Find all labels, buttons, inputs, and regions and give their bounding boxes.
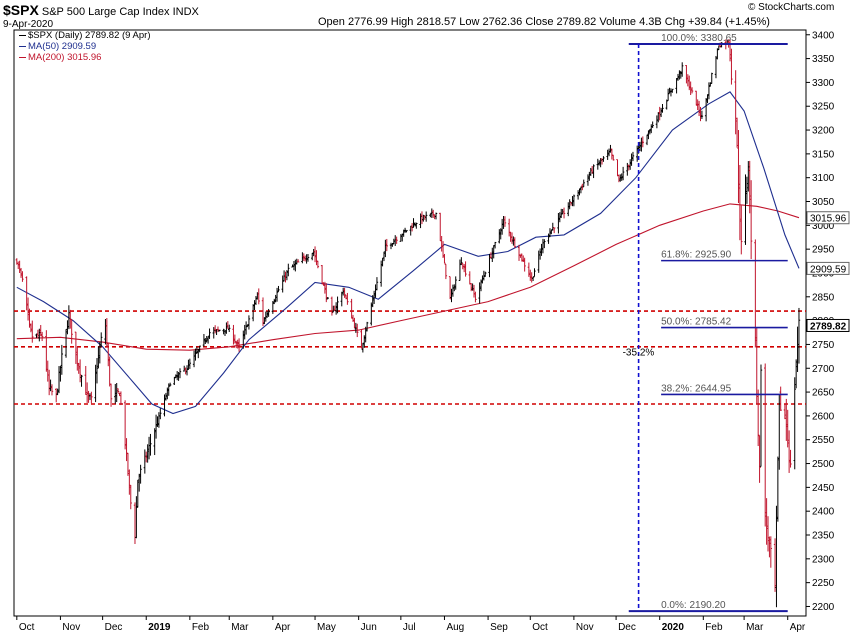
x-tick-label: Oct — [19, 622, 35, 633]
y-tick-label: 3050 — [812, 197, 835, 208]
chart-header-title: $SPX S&P 500 Large Cap Index INDX — [3, 2, 199, 18]
symbol: $SPX — [3, 2, 39, 18]
x-tick-label: Jul — [403, 622, 416, 633]
y-tick-label: 2750 — [812, 340, 835, 351]
y-tick-label: 2600 — [812, 411, 835, 422]
legend-price-label: $SPX (Daily) 2789.82 (9 Apr) — [28, 30, 151, 41]
x-tick-label: 2020 — [662, 622, 685, 633]
x-tick-label: Dec — [105, 622, 123, 633]
y-tick-label: 3100 — [812, 173, 835, 184]
x-tick-label: Oct — [532, 622, 548, 633]
price-bars — [15, 39, 801, 608]
y-tick-label: 2500 — [812, 459, 835, 470]
value-tag-label: 3015.96 — [810, 214, 847, 225]
y-tick-label: 2300 — [812, 554, 835, 565]
ma200-line — [16, 203, 800, 351]
x-tick-label: Apr — [275, 622, 291, 633]
value-tag-box — [806, 211, 850, 225]
drawdown-label: -35.2% — [623, 348, 655, 359]
legend-ma50: MA(50) 2909.59 — [19, 41, 96, 52]
y-tick-label: 3250 — [812, 102, 835, 113]
y-tick-label: 2400 — [812, 507, 835, 518]
x-tick-label: 2019 — [148, 622, 171, 633]
y-tick-label: 3300 — [812, 78, 835, 89]
x-tick-label: Dec — [618, 622, 636, 633]
legend-swatch-ma50 — [19, 45, 26, 47]
x-tick-label: May — [317, 622, 336, 633]
legend-swatch-ma200 — [19, 56, 26, 58]
legend-ma200: MA(200) 3015.96 — [19, 52, 101, 63]
plot-frame — [13, 29, 807, 617]
x-tick-label: Jun — [361, 622, 377, 633]
ma50-line — [16, 91, 800, 415]
x-tick-label: Apr — [790, 622, 806, 633]
y-tick-label: 3000 — [812, 221, 835, 232]
legend-ma200-label: MA(200) 3015.96 — [28, 52, 102, 63]
chart-date: 9-Apr-2020 — [3, 19, 54, 30]
y-tick-label: 3400 — [812, 30, 835, 41]
ohlc-summary: Open 2776.99 High 2818.57 Low 2762.36 Cl… — [318, 16, 770, 28]
y-tick-label: 2650 — [812, 388, 835, 399]
index-name: S&P 500 Large Cap Index — [41, 6, 170, 18]
y-tick-label: 2850 — [812, 292, 835, 303]
y-tick-label: 2950 — [812, 245, 835, 256]
x-tick-label: Nov — [62, 622, 80, 633]
x-tick-label: Sep — [490, 622, 508, 633]
x-tick-label: Feb — [705, 622, 723, 633]
fib-level-label: 0.0%: 2190.20 — [661, 600, 726, 611]
y-tick-label: 2250 — [812, 578, 835, 589]
value-tag-box — [806, 261, 850, 275]
y-tick-label: 3150 — [812, 149, 835, 160]
x-tick-label: Mar — [231, 622, 249, 633]
x-tick-label: Feb — [192, 622, 210, 633]
y-tick-label: 2450 — [812, 483, 835, 494]
fib-level-label: 50.0%: 2785.42 — [661, 317, 731, 328]
legend-ma50-label: MA(50) 2909.59 — [28, 41, 97, 52]
value-tag-label: 2789.82 — [810, 321, 847, 332]
exchange: INDX — [172, 6, 199, 18]
x-tick-label: Aug — [446, 622, 464, 633]
y-tick-label: 3200 — [812, 126, 835, 137]
y-tick-label: 3350 — [812, 54, 835, 65]
value-tag-label: 2909.59 — [810, 264, 847, 275]
fib-level-label: 61.8%: 2925.90 — [661, 250, 731, 261]
value-tag-box — [806, 318, 850, 332]
y-tick-label: 2200 — [812, 602, 835, 613]
y-tick-label: 2350 — [812, 531, 835, 542]
x-tick-label: Mar — [746, 622, 764, 633]
fib-level-label: 100.0%: 3380.65 — [661, 33, 737, 44]
y-tick-label: 2700 — [812, 364, 835, 375]
y-tick-label: 2550 — [812, 435, 835, 446]
watermark: © StockCharts.com — [748, 2, 835, 13]
x-tick-label: Nov — [576, 622, 594, 633]
legend-price: $SPX (Daily) 2789.82 (9 Apr) — [19, 30, 151, 41]
fib-level-label: 38.2%: 2644.95 — [661, 383, 731, 394]
legend-swatch-price — [19, 34, 26, 36]
